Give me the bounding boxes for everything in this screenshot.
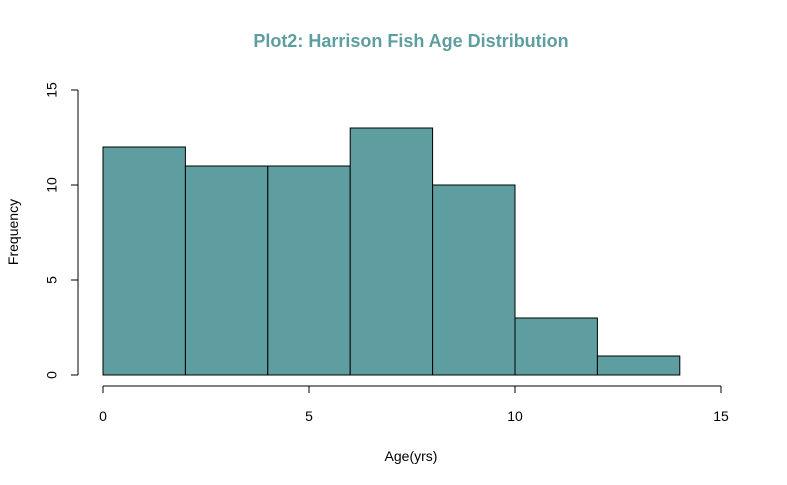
x-tick-label-3: 15 bbox=[713, 408, 729, 424]
histogram-bar-2 bbox=[267, 165, 351, 376]
histogram-bar-4 bbox=[432, 184, 516, 376]
x-axis-label: Age(yrs) bbox=[385, 448, 438, 464]
y-axis-label: Frequency bbox=[5, 199, 21, 265]
chart-title: Plot2: Harrison Fish Age Distribution bbox=[253, 31, 568, 51]
histogram-bar-6 bbox=[596, 355, 681, 376]
histogram-bar-1 bbox=[184, 165, 269, 376]
y-tick-label-1: 5 bbox=[44, 276, 60, 284]
histogram-bar-5 bbox=[514, 317, 598, 376]
x-ticks-group: 0 5 10 15 bbox=[99, 386, 729, 424]
bars-group bbox=[102, 127, 681, 376]
histogram-bar-3 bbox=[349, 127, 434, 376]
x-tick-label-0: 0 bbox=[99, 408, 107, 424]
y-ticks-group: 0 5 10 15 bbox=[44, 82, 78, 379]
y-tick-label-0: 0 bbox=[44, 371, 60, 379]
histogram-bar-0 bbox=[102, 146, 186, 376]
x-tick-label-1: 5 bbox=[305, 408, 313, 424]
y-tick-label-2: 10 bbox=[44, 177, 60, 193]
x-tick-label-2: 10 bbox=[507, 408, 523, 424]
y-tick-label-3: 15 bbox=[44, 82, 60, 98]
